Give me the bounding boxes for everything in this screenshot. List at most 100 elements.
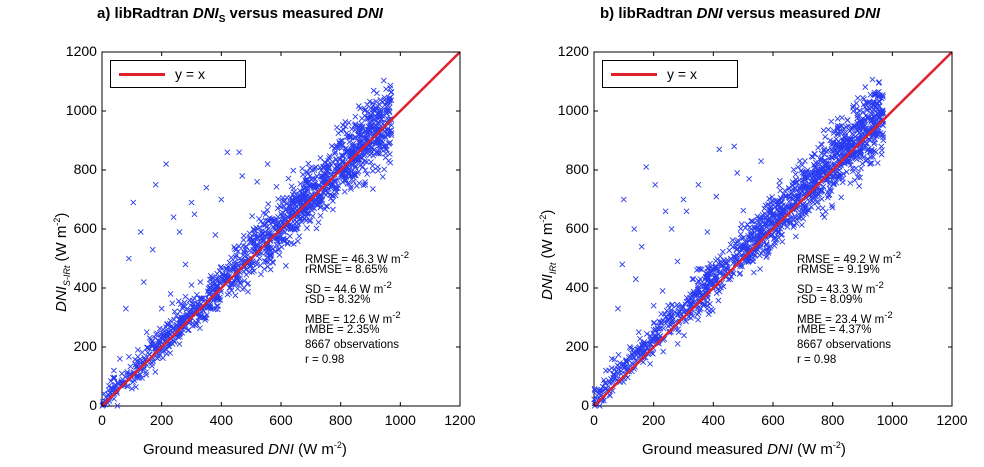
scatter-point: [697, 305, 704, 312]
scatter-point: [874, 160, 881, 166]
scatter-point: [822, 133, 829, 140]
scatter-point: [839, 114, 845, 121]
scatter-point: [848, 141, 855, 148]
stat-mbe: MBE = 12.6 W m-2: [305, 310, 401, 326]
scatter-point: [361, 158, 368, 165]
scatter-point: [651, 333, 658, 340]
scatter-point: [869, 76, 876, 83]
scatter-point: [630, 346, 637, 352]
scatter-point: [826, 154, 833, 161]
scatter-point: [703, 270, 710, 277]
scatter-point: [875, 79, 882, 86]
scatter-point: [373, 122, 379, 129]
scatter-point: [849, 165, 856, 172]
scatter-point: [260, 230, 267, 237]
scatter-point: [778, 232, 784, 238]
scatter-point: [214, 294, 221, 301]
scatter-point: [360, 182, 367, 189]
scatter-point: [231, 244, 238, 250]
y-tick-label: 0: [89, 397, 97, 413]
scatter-point: [362, 181, 369, 188]
scatter-point: [361, 151, 368, 158]
scatter-point: [781, 187, 788, 194]
scatter-point: [235, 243, 242, 250]
plot-area: [99, 51, 461, 409]
scatter-point: [240, 236, 247, 243]
scatter-point: [272, 248, 279, 255]
scatter-point: [235, 248, 241, 255]
scatter-point: [664, 316, 671, 323]
scatter-point: [713, 290, 720, 297]
y-tick-label: 600: [565, 220, 589, 236]
scatter-point: [680, 196, 687, 203]
scatter-point: [830, 173, 837, 180]
scatter-point: [861, 143, 868, 150]
scatter-point: [657, 319, 664, 326]
scatter-point: [254, 235, 261, 242]
scatter-point: [327, 184, 334, 191]
scatter-point: [303, 213, 310, 220]
scatter-point: [666, 316, 673, 323]
scatter-point: [289, 208, 296, 214]
scatter-point: [196, 325, 203, 332]
legend: y = x: [110, 60, 246, 88]
scatter-point: [720, 269, 727, 276]
stat-observations: 8667 observations: [797, 339, 891, 351]
stat-rmbe: rMBE = 2.35%: [305, 324, 380, 336]
scatter-point: [331, 145, 338, 151]
scatter-point: [834, 156, 841, 163]
scatter-point: [871, 140, 878, 147]
scatter-point: [349, 150, 356, 157]
scatter-point: [346, 180, 353, 187]
scatter-point: [878, 151, 885, 158]
stat-r: r = 0.98: [797, 354, 837, 366]
scatter-point: [785, 198, 792, 205]
scatter-point: [871, 89, 878, 96]
y-tick-label: 400: [73, 279, 97, 295]
scatter-point: [854, 119, 861, 126]
scatter-point: [798, 209, 805, 216]
scatter-point: [310, 185, 317, 191]
scatter-point: [128, 385, 135, 392]
scatter-point: [843, 145, 850, 152]
scatter-point: [374, 103, 381, 109]
y-tick-label: 1200: [65, 43, 97, 59]
scatter-point: [697, 276, 704, 283]
scatter-point: [193, 321, 200, 328]
scatter-point: [763, 246, 770, 253]
scatter-point: [855, 170, 862, 177]
scatter-point: [685, 297, 692, 304]
y-tick-label: 800: [565, 161, 589, 177]
scatter-point: [636, 352, 643, 359]
scatter-point: [243, 266, 249, 273]
y-tick-label: 1000: [65, 102, 97, 118]
scatter-point: [839, 179, 846, 186]
scatter-point: [818, 157, 824, 164]
scatter-point: [385, 157, 392, 164]
scatter-point: [182, 293, 189, 300]
scatter-point: [864, 107, 870, 114]
scatter-point: [369, 163, 376, 169]
scatter-point: [233, 252, 240, 259]
x-tick-label: 1200: [444, 412, 476, 428]
scatter-point: [356, 140, 363, 147]
scatter-point: [262, 211, 269, 218]
scatter-point: [719, 248, 726, 255]
scatter-point: [381, 94, 388, 101]
scatter-point: [296, 187, 303, 194]
scatter-point: [860, 109, 867, 116]
scatter-point: [778, 223, 785, 230]
scatter-point: [127, 363, 134, 370]
scatter-point: [387, 94, 394, 101]
scatter-point: [863, 158, 869, 165]
scatter-point: [170, 214, 177, 221]
scatter-point: [164, 321, 171, 328]
scatter-point: [355, 103, 362, 110]
scatter-point: [136, 358, 143, 365]
scatter-point: [345, 119, 352, 126]
scatter-point: [800, 215, 807, 222]
scatter-point: [265, 217, 271, 224]
scatter-point: [296, 233, 303, 240]
scatter-point: [766, 195, 773, 202]
scatter-point: [761, 210, 768, 217]
